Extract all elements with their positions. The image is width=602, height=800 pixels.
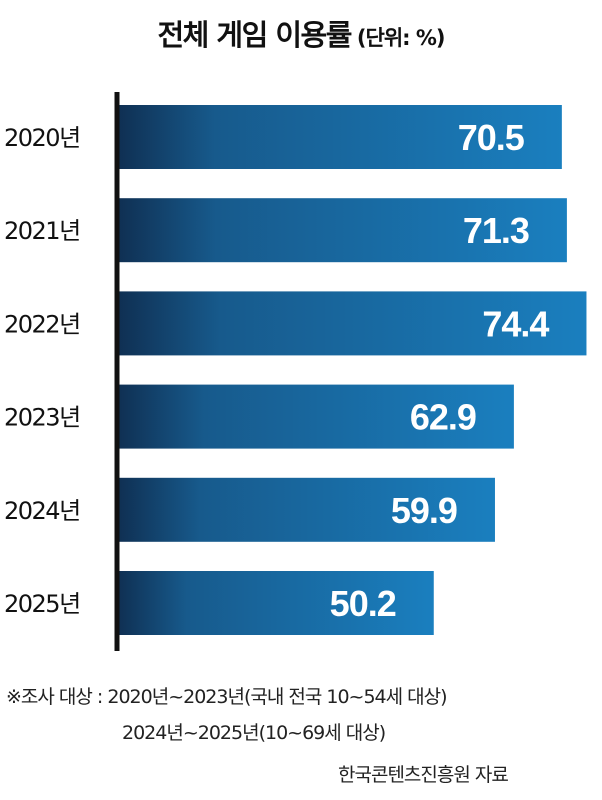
category-label: 2023년 (4, 404, 80, 432)
bar-value-label: 70.5 (458, 117, 525, 158)
source-credit: 한국콘텐츠진흥원 자료 (338, 764, 509, 786)
survey-note-line-2: 2024년~2025년(10~69세 대상) (122, 722, 386, 744)
bar (117, 384, 514, 449)
bar (117, 105, 562, 169)
bars-group: 70.5 2020년 71.3 2021년 74.4 2022년 62.9 2023년 59.9… (4, 105, 587, 635)
category-label: 2020년 (4, 124, 80, 152)
bar (117, 198, 567, 263)
bar-value-label: 62.9 (410, 397, 476, 438)
bar (117, 291, 587, 356)
unit-label: (단위: %) (356, 26, 446, 50)
bar-value-label: 71.3 (463, 210, 529, 251)
category-label: 2025년 (4, 590, 80, 618)
category-label: 2021년 (4, 217, 80, 245)
bar (117, 477, 495, 542)
chart-title: 전체 게임 이용률 (157, 18, 352, 52)
category-label: 2024년 (4, 497, 80, 525)
bar-value-label: 50.2 (330, 583, 396, 624)
title-block: 전체 게임 이용률 (단위: %) (0, 12, 602, 54)
bar-value-label: 74.4 (482, 303, 549, 344)
bar-value-label: 59.9 (391, 490, 457, 531)
category-label: 2022년 (4, 310, 80, 338)
bar-chart: 70.5 2020년 71.3 2021년 74.4 2022년 62.9 2023년 59.9… (4, 92, 587, 651)
survey-note-line-1: ※조사 대상 : 2020년~2023년(국내 전국 10~54세 대상) (6, 686, 448, 708)
bar (117, 571, 434, 635)
